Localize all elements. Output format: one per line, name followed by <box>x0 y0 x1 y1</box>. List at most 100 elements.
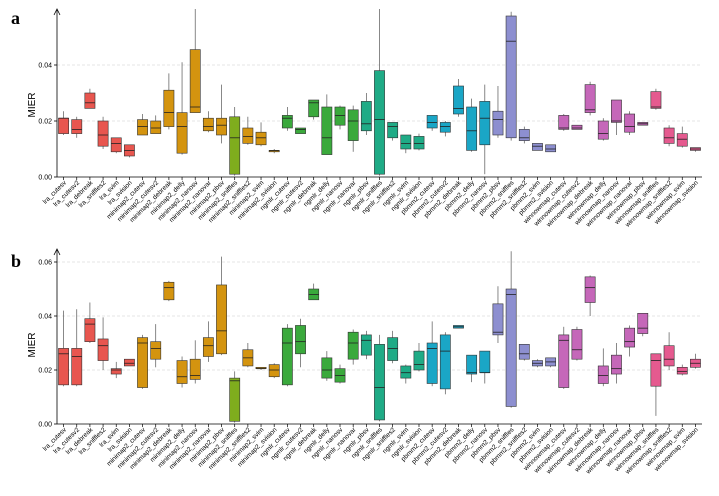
box-body <box>308 99 320 118</box>
box-body <box>189 49 201 113</box>
box-body <box>676 133 688 147</box>
box-body <box>58 117 69 134</box>
box-body <box>110 137 122 153</box>
box-body <box>413 136 425 150</box>
box-body <box>137 337 148 388</box>
box-pbmm2-debreak <box>453 79 464 117</box>
box-pbmm2-cutesv2 <box>439 332 451 395</box>
box-minimap2-cutesv <box>137 334 148 389</box>
box-pbmm2-sniffles <box>505 251 517 408</box>
box-ngmlr-svision <box>413 343 425 372</box>
box-ngmlr-pbsv <box>360 93 372 135</box>
box-lra-debreak <box>84 88 96 109</box>
box-ngmlr-svim <box>400 364 412 384</box>
box-winnowmap-nanovar <box>624 111 636 135</box>
box-pbmm2-sniffles <box>505 11 517 141</box>
box-body <box>479 350 491 374</box>
box-body <box>281 115 293 129</box>
box-pbmm2-sniffles2 <box>518 126 530 144</box>
panel-a-y-axis-title: MIER <box>27 93 38 118</box>
box-pbmm2-delly <box>466 98 478 152</box>
box-minimap2-cutesv2 <box>150 324 162 368</box>
box-ngmlr-svim <box>400 134 412 154</box>
box-ngmlr-pbsv <box>360 330 372 360</box>
box-minimap2-svision <box>268 363 280 379</box>
box-body <box>347 331 359 360</box>
box-body <box>387 122 399 139</box>
box-body <box>611 354 622 375</box>
box-body <box>479 101 491 146</box>
box-pbmm2-svim <box>532 143 543 151</box>
box-body <box>216 117 227 136</box>
box-ngmlr-sniffles <box>374 334 385 422</box>
box-lra-svim <box>110 361 122 379</box>
box-ngmlr-sniffles2 <box>387 330 399 364</box>
box-winnowmap-pbsv <box>637 122 649 126</box>
box-body <box>571 124 583 130</box>
box-winnowmap-sniffles <box>650 88 662 110</box>
box-body <box>676 366 688 375</box>
box-body <box>532 143 543 151</box>
y-axis-arrow-icon <box>53 8 61 16</box>
box-body <box>650 91 662 109</box>
box-body <box>505 288 517 407</box>
box-minimap2-sniffles <box>229 371 241 423</box>
panel-b-x-ticks: lra_cutesvlra_cutesv2lra_debreaklra_snif… <box>42 424 700 476</box>
box-body <box>295 325 306 355</box>
box-minimap2-svision <box>268 149 280 154</box>
box-winnowmap-delly <box>597 118 609 141</box>
box-ngmlr-nanovar <box>347 329 359 365</box>
box-minimap2-nanosv <box>189 340 201 384</box>
box-body <box>84 92 96 109</box>
box-body <box>202 117 214 132</box>
box-body <box>255 131 267 146</box>
box-winnowmap-nanovar <box>624 325 636 357</box>
box-minimap2-debreak <box>163 73 175 130</box>
box-body <box>584 84 596 113</box>
box-minimap2-nanovar <box>202 321 214 362</box>
box-body <box>229 116 241 175</box>
y-tick-label: 0.02 <box>38 118 52 125</box>
panel-b: b MIER 0.00 0.02 0.04 0.06 lra_cutesvlra_cu… <box>11 248 702 476</box>
box-ngmlr-debreak <box>308 99 320 120</box>
box-pbmm2-nanosv <box>479 84 491 175</box>
box-body <box>650 353 662 387</box>
box-winnowmap-debreak <box>584 275 596 316</box>
box-winnowmap-cutesv <box>558 114 570 131</box>
panel-a-label: a <box>11 8 20 28</box>
box-body <box>110 368 122 375</box>
box-body <box>84 318 96 342</box>
y-tick-label: 0.00 <box>38 174 52 181</box>
box-ngmlr-cutesv <box>281 107 293 131</box>
box-body <box>150 341 162 360</box>
panel-a: a MIER 0.00 0.02 0.04 lra_cutesvlra_cutesv… <box>11 8 702 229</box>
box-ngmlr-delly <box>321 351 333 381</box>
box-body <box>176 360 188 384</box>
box-lra-cutesv2 <box>71 309 83 387</box>
box-winnowmap-sniffles <box>650 353 662 416</box>
box-body <box>321 357 333 379</box>
box-winnowmap-cutesv2 <box>571 124 583 130</box>
panel-b-y-axis-title: MIER <box>27 333 38 358</box>
box-body <box>439 122 451 133</box>
box-body <box>624 113 636 133</box>
box-body <box>189 358 201 380</box>
box-ngmlr-cutesv2 <box>295 127 306 134</box>
box-body <box>321 106 333 155</box>
box-body <box>492 303 504 336</box>
box-minimap2-debreak <box>163 280 175 302</box>
box-body <box>492 110 504 136</box>
box-lra-svision <box>123 144 135 158</box>
box-body <box>400 134 412 150</box>
box-ngmlr-cutesv2 <box>295 318 306 368</box>
box-lra-sniffles2 <box>97 116 109 149</box>
box-body <box>58 348 69 386</box>
y-tick-label: 0.04 <box>38 313 52 320</box>
box-body <box>584 276 596 303</box>
box-ngmlr-nanosv <box>334 364 346 384</box>
box-pbmm2-sniffles2 <box>518 344 530 361</box>
box-minimap2-sniffles <box>229 107 241 176</box>
box-pbmm2-cutesv <box>426 115 438 131</box>
box-body <box>413 350 425 371</box>
